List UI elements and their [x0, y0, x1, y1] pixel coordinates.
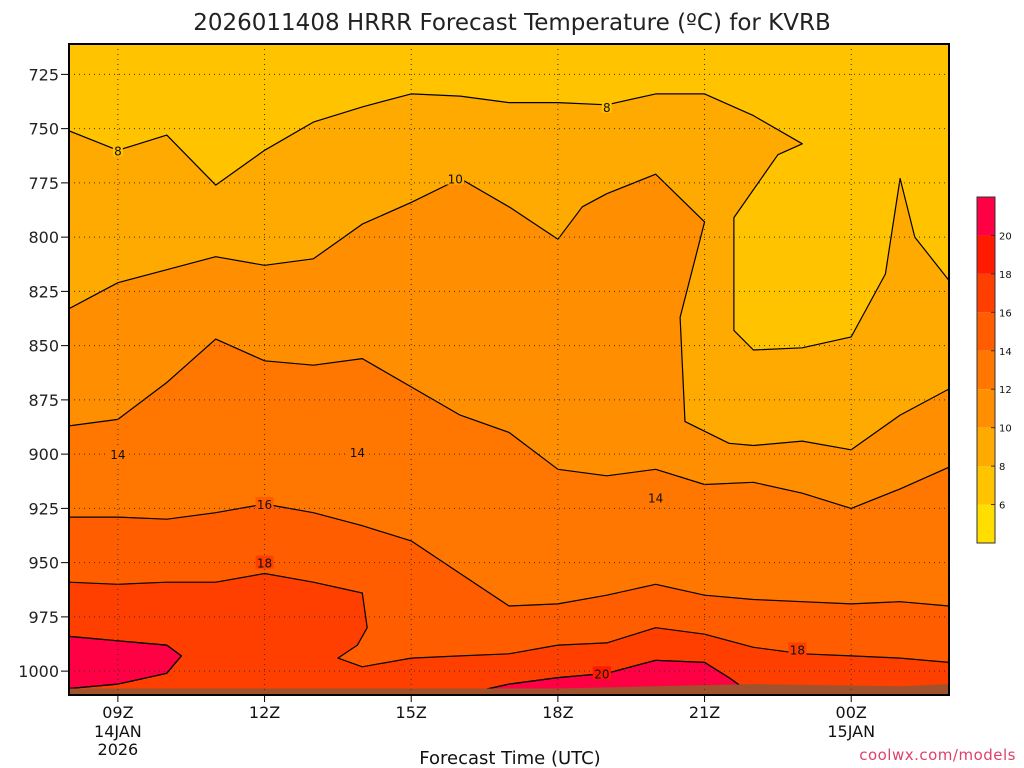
ground-fill [69, 684, 949, 695]
colorbar-segment [977, 389, 995, 428]
y-tick-label: 750 [28, 120, 59, 139]
colorbar-label: 8 [999, 462, 1005, 473]
x-tick-sublabel: 15JAN [827, 722, 875, 741]
contour-label-bg [592, 666, 611, 680]
chart-title: 2026011408 HRRR Forecast Temperature (ºC… [193, 10, 831, 36]
gridlines [69, 44, 949, 695]
contour-label-bg [112, 143, 123, 157]
contour-line-16-5 [69, 572, 949, 695]
colorbar-label: 12 [999, 385, 1012, 396]
ground-band [69, 684, 949, 695]
colorbar-segment [977, 504, 995, 543]
colorbar-label: 14 [999, 347, 1012, 358]
colorbar-segment [977, 466, 995, 505]
temp-region-20-9 [69, 636, 182, 689]
contour-label: 18 [257, 557, 272, 571]
colorbar-label: 10 [999, 424, 1012, 435]
x-tick-sublabel: 2026 [98, 740, 139, 759]
temperature-fill [69, 44, 949, 695]
contour-label-bg [255, 555, 274, 569]
contour-label: 14 [110, 448, 125, 462]
colorbar-segment [977, 427, 995, 467]
contour-label-bg [646, 490, 665, 504]
y-tick-label: 800 [28, 228, 59, 247]
colorbar-label: 6 [999, 501, 1005, 512]
contour-line-8-1 [69, 93, 949, 695]
contour-label: 8 [114, 144, 122, 158]
x-tick-label: 21Z [689, 703, 720, 722]
y-tick-label: 775 [28, 174, 59, 193]
x-axis-title: Forecast Time (UTC) [419, 748, 600, 768]
y-tick-label: 850 [28, 337, 59, 356]
colorbar-label: 18 [999, 270, 1012, 281]
contour-line-12-3 [69, 338, 949, 695]
contour-label: 16 [257, 498, 272, 512]
colorbar-segment [977, 312, 995, 351]
colorbar-frame [976, 196, 996, 544]
contour-label-bg [255, 497, 274, 511]
y-tick-label: 725 [28, 65, 59, 84]
contour-line-20-9 [69, 635, 182, 690]
contour-label: 18 [790, 643, 805, 657]
x-tick-sublabel: 14JAN [94, 722, 142, 741]
y-tick-label: 900 [28, 445, 59, 464]
contour-label-bg [601, 99, 612, 113]
credit-text[interactable]: coolwx.com/models [859, 746, 1016, 764]
colorbar-segment [977, 273, 995, 313]
contour-label-bg [788, 642, 807, 656]
plot-frame [68, 43, 950, 696]
colorbar-segment [977, 350, 995, 390]
x-tick-label: 18Z [542, 703, 573, 722]
contour-label: 8 [603, 101, 611, 115]
contour-label: 14 [648, 492, 663, 506]
y-tick-label: 1000 [18, 662, 59, 681]
temp-region-16-5 [69, 573, 949, 695]
contour-line-14-4 [69, 503, 949, 695]
x-tick-label: 15Z [396, 703, 427, 722]
contour-label-bg [108, 447, 127, 461]
y-axis: 725 750 775 800 825 850 875 900 925 950 975 1000 [18, 65, 69, 681]
y-tick-label: 950 [28, 554, 59, 573]
colorbar-label: 20 [999, 231, 1012, 242]
contour-label: 10 [448, 173, 463, 187]
x-tick-label: 00Z [836, 703, 867, 722]
contour-line-10-2 [69, 173, 949, 695]
x-tick-label: 09Z [102, 703, 133, 722]
colorbar-segment [977, 197, 995, 236]
colorbar-label: 16 [999, 308, 1012, 319]
contour-label-bg [446, 171, 465, 185]
colorbar: 6 8 10 12 14 16 18 20 [976, 196, 1012, 544]
y-tick-label: 875 [28, 391, 59, 410]
y-tick-label: 825 [28, 282, 59, 301]
contour-label: 14 [350, 446, 365, 460]
contour-label: 20 [594, 667, 609, 681]
y-tick-label: 925 [28, 499, 59, 518]
y-tick-label: 975 [28, 608, 59, 627]
contour-label-bg [348, 444, 367, 458]
contour-labels: 8 8 10 14 14 16 14 18 18 20 [108, 99, 807, 681]
colorbar-segment [977, 235, 995, 274]
x-tick-label: 12Z [249, 703, 280, 722]
